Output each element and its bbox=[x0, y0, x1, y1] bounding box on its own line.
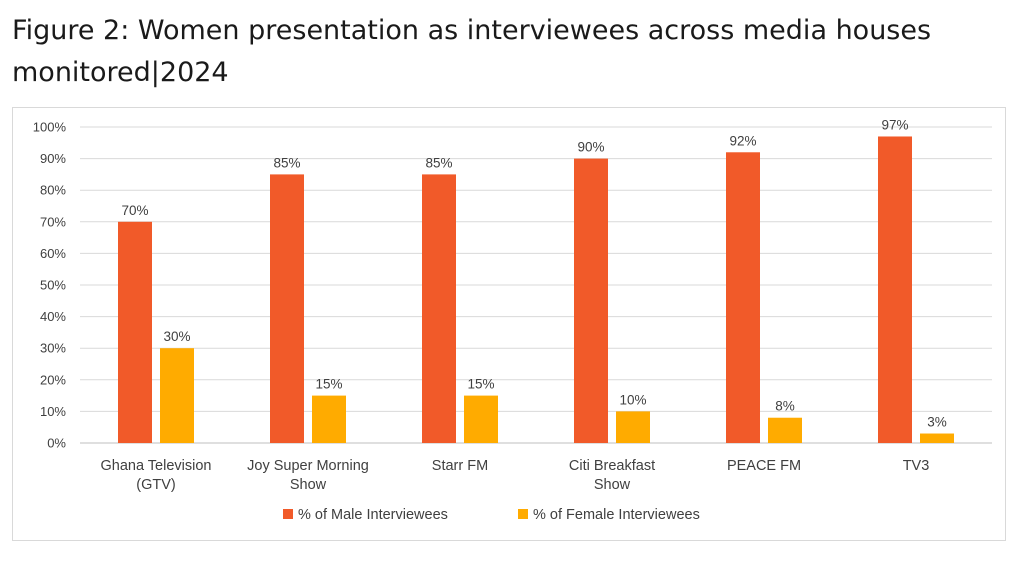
y-tick-label: 60% bbox=[40, 246, 66, 261]
bar-male bbox=[118, 221, 152, 443]
x-category-label: Citi Breakfast bbox=[569, 458, 655, 474]
y-tick-label: 70% bbox=[40, 214, 66, 229]
legend-label: % of Female Interviewees bbox=[533, 507, 700, 523]
legend-swatch bbox=[518, 509, 528, 519]
y-tick-label: 40% bbox=[40, 309, 66, 324]
legend-swatch bbox=[283, 509, 293, 519]
x-category-label: Starr FM bbox=[432, 458, 488, 474]
data-label: 85% bbox=[425, 155, 452, 170]
data-label: 15% bbox=[467, 377, 494, 392]
data-label: 10% bbox=[619, 392, 646, 407]
chart-area bbox=[12, 107, 1006, 541]
y-tick-label: 10% bbox=[40, 404, 66, 419]
chart-title: Figure 2: Women presentation as intervie… bbox=[12, 15, 932, 88]
bar-female bbox=[920, 433, 954, 443]
data-label: 97% bbox=[881, 117, 908, 132]
x-category-label: Show bbox=[290, 477, 327, 493]
y-tick-label: 20% bbox=[40, 372, 66, 387]
x-category-label: (GTV) bbox=[136, 477, 175, 493]
x-category-label: TV3 bbox=[903, 458, 930, 474]
bar-female bbox=[312, 395, 346, 443]
y-tick-label: 50% bbox=[40, 278, 66, 293]
bar-male bbox=[878, 136, 912, 444]
y-tick-label: 100% bbox=[33, 120, 67, 135]
data-label: 15% bbox=[315, 377, 342, 392]
data-label: 70% bbox=[121, 203, 148, 218]
y-tick-label: 90% bbox=[40, 151, 66, 166]
x-category-label: Ghana Television bbox=[101, 458, 212, 474]
bar-male bbox=[422, 174, 456, 443]
data-label: 8% bbox=[775, 399, 795, 414]
legend-label: % of Male Interviewees bbox=[298, 507, 448, 523]
y-tick-label: 80% bbox=[40, 183, 66, 198]
data-label: 30% bbox=[163, 329, 190, 344]
data-label: 3% bbox=[927, 415, 947, 430]
data-label: 90% bbox=[577, 140, 604, 155]
bar-female bbox=[160, 348, 194, 443]
bar-male bbox=[726, 152, 760, 443]
bar-male bbox=[270, 174, 304, 443]
x-category-label: PEACE FM bbox=[727, 458, 801, 474]
data-label: 85% bbox=[273, 155, 300, 170]
x-category-label: Show bbox=[594, 477, 631, 493]
y-tick-label: 0% bbox=[47, 436, 66, 451]
data-label: 92% bbox=[729, 133, 756, 148]
y-tick-label: 30% bbox=[40, 341, 66, 356]
bar-female bbox=[616, 411, 650, 443]
bar-female bbox=[464, 395, 498, 443]
bar-female bbox=[768, 417, 802, 443]
bar-male bbox=[574, 158, 608, 443]
x-category-label: Joy Super Morning bbox=[247, 458, 369, 474]
